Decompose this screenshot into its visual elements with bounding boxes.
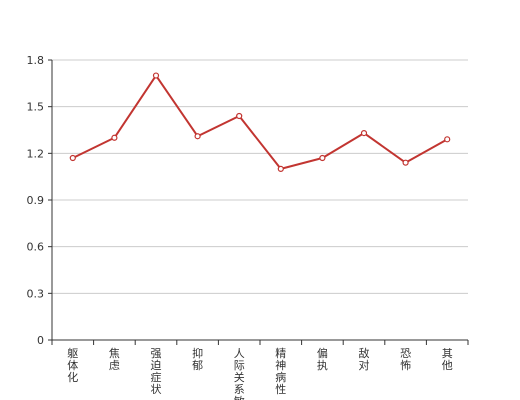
y-tick-label: 1.5 <box>27 101 45 114</box>
data-point <box>69 154 76 162</box>
data-point <box>111 134 118 141</box>
data-point <box>277 165 284 172</box>
y-tick-label: 1.2 <box>27 147 45 160</box>
x-tick-label: 精神病性 <box>275 347 286 396</box>
y-tick-label: 0.9 <box>27 194 45 207</box>
y-tick-labels: 0 0.3 0.6 0.9 1.2 1.5 1.8 <box>27 54 45 347</box>
x-tick-label: 抑郁 <box>192 346 203 372</box>
series-line <box>72 74 448 170</box>
data-point <box>444 136 451 143</box>
y-tick-label: 0.6 <box>27 241 45 254</box>
x-tick-label: 偏执 <box>317 346 328 372</box>
data-point <box>402 159 409 166</box>
x-tick-labels: 躯体化 焦虑 强迫症状 抑郁 人际关系敏感 精神病性 偏执 敌对 恐怖 其他 <box>67 346 452 400</box>
x-tick-label: 强迫症状 <box>151 347 162 396</box>
data-point <box>319 154 326 162</box>
data-point <box>194 133 201 140</box>
grid-lines <box>52 59 468 294</box>
x-tick-label: 躯体化 <box>67 347 78 384</box>
y-tick-label: 0.3 <box>27 287 45 300</box>
series <box>69 72 451 172</box>
x-tick-label: 焦虑 <box>109 347 120 372</box>
data-point <box>236 112 243 120</box>
x-tick-label: 恐怖 <box>400 347 411 372</box>
data-point <box>152 72 160 79</box>
x-tick-label: 敌对 <box>359 346 370 372</box>
x-tick-label: 其他 <box>442 347 453 372</box>
y-tick-label: 0 <box>37 334 44 347</box>
y-tick-label: 1.8 <box>27 54 45 67</box>
data-point <box>360 130 368 137</box>
axes <box>48 59 469 345</box>
x-tick-label: 人际关系敏感 <box>234 347 245 400</box>
